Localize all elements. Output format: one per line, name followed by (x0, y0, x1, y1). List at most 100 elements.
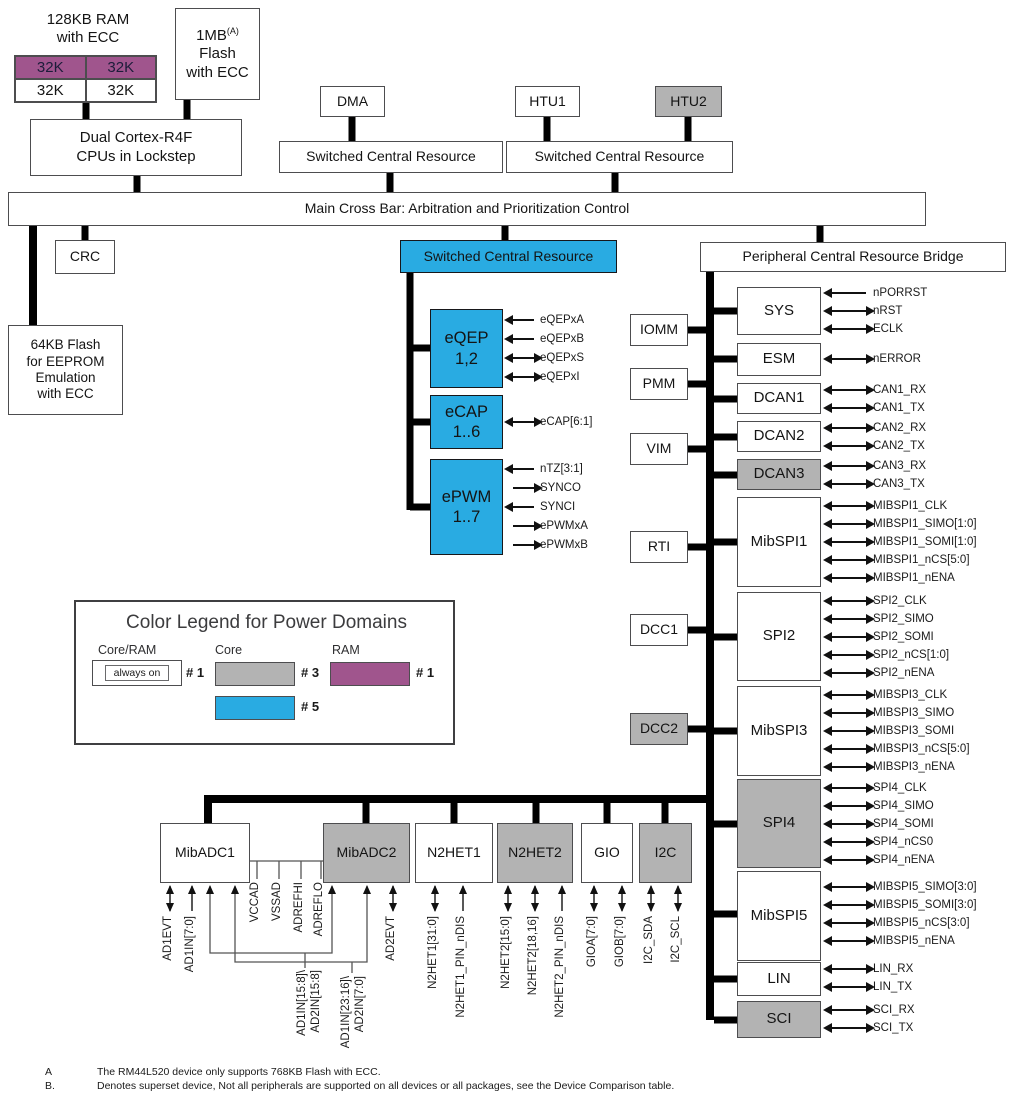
pin-shared-ad2in7-0: AD2IN[7:0] (354, 976, 366, 1033)
signal-arrow (513, 482, 543, 493)
block-dcc2: DCC2 (630, 713, 688, 745)
signal-label: CAN3_TX (873, 478, 925, 490)
signal-arrow (823, 819, 875, 829)
power-domain-legend: Color Legend for Power Domains Core/RAM … (74, 600, 455, 745)
signal-row: LIN_TX (822, 978, 913, 996)
signal-arrow (823, 964, 875, 974)
signal-row: eQEPxA (504, 310, 584, 329)
signal-arrow (504, 352, 543, 363)
signal-arrow (823, 537, 875, 547)
signal-row: eCAP[6:1] (504, 412, 592, 431)
block-scr-blue: Switched Central Resource (400, 240, 617, 273)
signal-label: eCAP[6:1] (540, 415, 593, 428)
legend-title: Color Legend for Power Domains (126, 612, 407, 633)
signal-arrow (504, 501, 534, 512)
block-mibspi3: MibSPI3 (737, 686, 821, 776)
ram-cell: 32K (85, 79, 156, 102)
pin-giob: GIOB[7:0] (614, 916, 626, 968)
block-htu1: HTU1 (515, 86, 580, 117)
signal-row: CAN2_TX (822, 437, 926, 455)
signal-arrow (823, 306, 875, 316)
signal-label: eQEPxI (540, 370, 580, 383)
signal-label: SCI_TX (873, 1022, 914, 1034)
signal-arrow (823, 1005, 875, 1015)
signal-label: MIBSPI3_SIMO (873, 707, 955, 719)
pin-gioa: GIOA[7:0] (586, 916, 598, 968)
signal-row: SCI_RX (822, 1001, 915, 1019)
block-peripheral-bridge: Peripheral Central Resource Bridge (700, 242, 1006, 272)
footnote-text: The RM44L520 device only supports 768KB … (97, 1066, 381, 1078)
pin-ad2evt: AD2EVT (385, 916, 397, 961)
dcan3-signals: CAN3_RX CAN3_TX (822, 457, 926, 493)
signal-arrow (504, 463, 534, 474)
signal-arrow (823, 385, 875, 395)
pin-i2c-sda: I2C_SDA (643, 916, 655, 964)
signal-label: ePWMxB (540, 538, 588, 551)
signal-label: SPI4_nCS0 (873, 836, 934, 848)
mibspi3-signals: MIBSPI3_CLK MIBSPI3_SIMO MIBSPI3_SOMI MI… (822, 686, 970, 776)
signal-label: SPI4_CLK (873, 782, 927, 794)
signal-label: MIBSPI3_CLK (873, 689, 948, 701)
block-n2het1: N2HET1 (415, 823, 493, 883)
signal-row: eQEPxI (504, 367, 584, 386)
signal-row: CAN3_RX (822, 457, 926, 475)
block-spi4: SPI4 (737, 779, 821, 868)
block-dcan1: DCAN1 (737, 383, 821, 414)
flash-size: 1MB (196, 27, 227, 45)
signal-label: nERROR (873, 353, 921, 365)
signal-label: MIBSPI1_SOMI[1:0] (873, 536, 977, 548)
block-n2het2: N2HET2 (497, 823, 573, 883)
signal-row: MIBSPI1_CLK (822, 497, 977, 515)
block-sci: SCI (737, 1001, 821, 1038)
legend-swatch-purple (330, 662, 410, 686)
mibspi1-signals: MIBSPI1_CLK MIBSPI1_SIMO[1:0] MIBSPI1_SO… (822, 497, 977, 587)
signal-row: SPI4_CLK (822, 779, 934, 797)
block-cpu: Dual Cortex-R4F CPUs in Lockstep (30, 119, 242, 176)
signal-arrow (823, 982, 875, 992)
signal-arrow (823, 573, 875, 583)
legend-always-on-box: always on (92, 660, 182, 686)
signal-label: LIN_RX (873, 963, 914, 975)
signal-row: MIBSPI3_SOMI (822, 722, 970, 740)
block-pmm: PMM (630, 368, 688, 400)
dcan2-signals: CAN2_RX CAN2_TX (822, 419, 926, 455)
signal-row: ePWMxB (504, 535, 588, 554)
block-flash-1mb: 1MB(A) Flash with ECC (175, 8, 260, 100)
legend-col-core-ram: Core/RAM (98, 643, 157, 657)
block-sys: SYS (737, 287, 821, 335)
signal-arrow (823, 501, 875, 511)
signal-row: SPI2_nCS[1:0] (822, 646, 949, 664)
eqep-signals: eQEPxA eQEPxB eQEPxS eQEPxI (504, 310, 584, 386)
signal-row: nPORRST (822, 284, 927, 302)
signal-row: eQEPxB (504, 329, 584, 348)
block-lin: LIN (737, 962, 821, 996)
signal-row: MIBSPI1_nCS[5:0] (822, 551, 977, 569)
signal-arrow (504, 371, 543, 382)
signal-label: eQEPxS (540, 351, 585, 364)
sys-signals: nPORRST nRST ECLK (822, 284, 927, 338)
signal-row: SPI4_SIMO (822, 797, 934, 815)
ecap-signals: eCAP[6:1] (504, 412, 592, 431)
signal-arrow (823, 354, 875, 364)
signal-arrow (823, 744, 875, 754)
signal-label: SPI2_SOMI (873, 631, 934, 643)
pin-vssad: VSSAD (271, 882, 283, 921)
block-dcan3: DCAN3 (737, 459, 821, 490)
signal-row: MIBSPI3_nCS[5:0] (822, 740, 970, 758)
signal-row: CAN1_TX (822, 399, 926, 417)
signal-label: eQEPxB (540, 332, 585, 345)
legend-count-always: # 1 (186, 665, 205, 680)
footnote-marker: B. (45, 1080, 55, 1092)
signal-label: eQEPxA (540, 313, 585, 326)
signal-row: LIN_RX (822, 960, 913, 978)
pin-shared-ad1in15-8: AD1IN[15:8]\ (296, 970, 308, 1036)
signal-arrow (823, 403, 875, 413)
signal-label: CAN2_RX (873, 422, 927, 434)
signal-label: MIBSPI3_nENA (873, 761, 955, 773)
block-mibadc2: MibADC2 (323, 823, 410, 883)
block-mibadc1: MibADC1 (160, 823, 250, 883)
signal-arrow (823, 650, 875, 660)
signal-arrow (823, 900, 875, 910)
legend-count-ram: # 1 (416, 665, 435, 680)
